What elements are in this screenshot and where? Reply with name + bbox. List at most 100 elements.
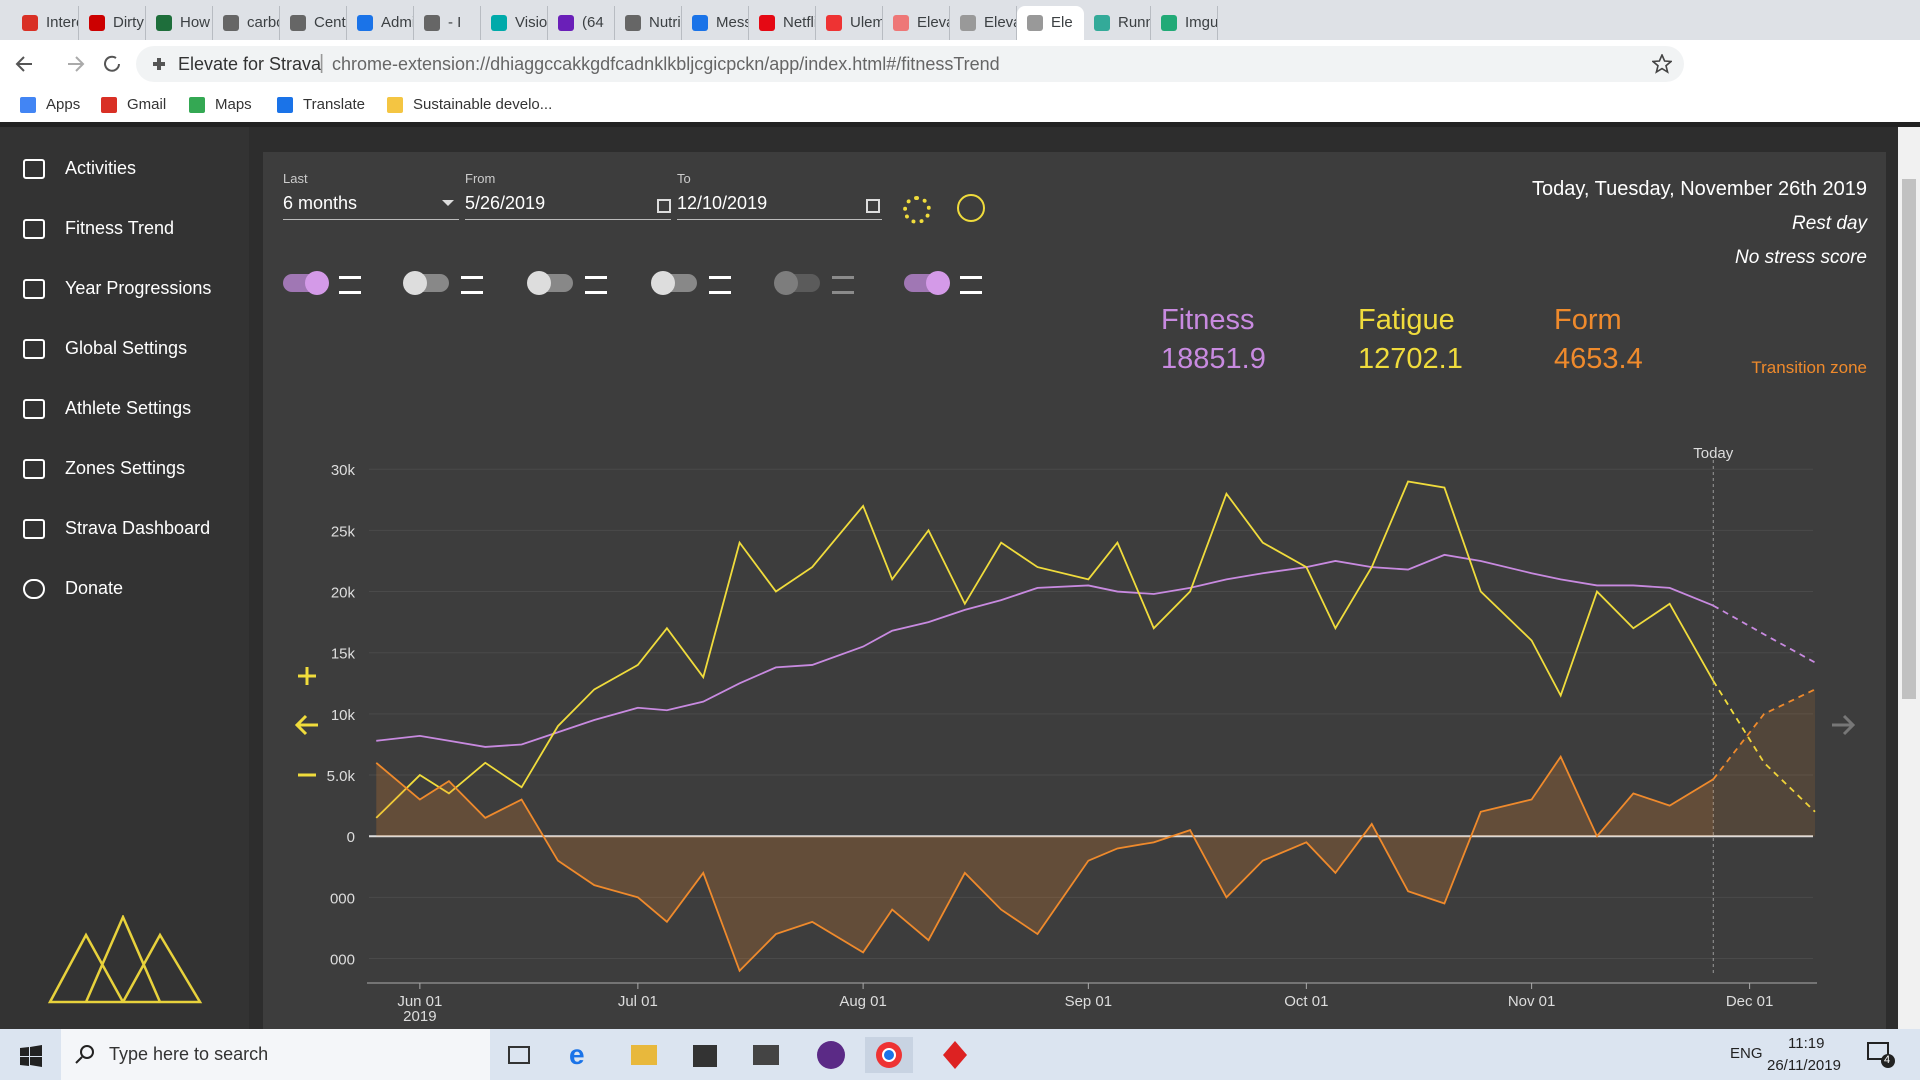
- nav-icon: [23, 279, 45, 299]
- series-line: [1712, 688, 1816, 780]
- clock-time[interactable]: 11:19: [1788, 1035, 1825, 1052]
- from-value[interactable]: 5/26/2019: [465, 193, 546, 213]
- toggle-icon: [585, 276, 607, 294]
- tab[interactable]: (64 ur: [548, 6, 615, 40]
- x-tick-year: 2019: [403, 1008, 436, 1025]
- nav-item[interactable]: Athlete Settings: [65, 398, 192, 418]
- nav-icon: [23, 579, 45, 599]
- y-tick-label: 000: [330, 952, 355, 969]
- start-button[interactable]: [20, 1045, 42, 1067]
- x-tick-label: Oct 01: [1284, 993, 1328, 1010]
- tab[interactable]: Imgur: [1151, 6, 1218, 40]
- nav-item[interactable]: Strava Dashboard: [65, 518, 211, 538]
- tab-icon: [759, 15, 775, 31]
- tab[interactable]: Ulemi: [816, 6, 883, 40]
- today-label: Today: [1693, 445, 1734, 462]
- search-box[interactable]: Type here to search: [61, 1029, 490, 1080]
- bookmark-icon: [20, 97, 36, 113]
- tab[interactable]: Admin: [347, 6, 414, 40]
- to-underline: [677, 219, 882, 220]
- notification-icon[interactable]: [1866, 1041, 1896, 1069]
- scroll-thumb[interactable]: [1902, 179, 1916, 699]
- toggle[interactable]: [651, 271, 697, 295]
- omnibox[interactable]: Elevate for Strava | chrome-extension://…: [136, 46, 1684, 82]
- settings-icon[interactable]: [903, 196, 931, 224]
- clock-date[interactable]: 26/11/2019: [1767, 1057, 1841, 1074]
- bookmark[interactable]: Maps: [189, 94, 252, 116]
- taskbar-apps[interactable]: e: [505, 1037, 975, 1073]
- to-label: To: [677, 171, 691, 186]
- tab[interactable]: Nutri:: [615, 6, 682, 40]
- day-date: Today, Tuesday, November 26th 2019: [1531, 178, 1867, 200]
- bookmark-star[interactable]: [1652, 54, 1672, 74]
- tab[interactable]: Runni: [1084, 6, 1151, 40]
- last-value[interactable]: 6 months: [283, 193, 358, 213]
- nav-item[interactable]: Fitness Trend: [65, 218, 175, 238]
- bookmark[interactable]: Apps: [20, 94, 80, 116]
- tab[interactable]: Elevat: [950, 6, 1017, 40]
- bookmark-icon: [189, 97, 205, 113]
- toggle[interactable]: [527, 271, 573, 295]
- series-line: [376, 553, 1714, 748]
- calendar-icon[interactable]: [866, 199, 880, 213]
- help-icon[interactable]: [957, 194, 985, 222]
- calendar-icon[interactable]: [657, 199, 671, 213]
- tab-icon: [1094, 15, 1110, 31]
- toggle-knob: [403, 271, 427, 295]
- main-panel: [263, 152, 1886, 1029]
- nav-item[interactable]: Global Settings: [65, 338, 188, 358]
- summary-label: Fatigue: [1358, 304, 1455, 336]
- tab[interactable]: Vision: [481, 6, 548, 40]
- summary-label: Fitness: [1161, 304, 1255, 336]
- pan-right[interactable]: [1832, 714, 1856, 736]
- day-stress: No stress score: [1735, 247, 1867, 268]
- dropdown-arrow: [442, 200, 454, 206]
- tab[interactable]: - I tuo: [414, 6, 481, 40]
- nav-item[interactable]: Zones Settings: [65, 458, 186, 478]
- series-line: [1712, 604, 1816, 664]
- tab[interactable]: Elevat: [883, 6, 950, 40]
- y-tick-label: 20k: [331, 585, 356, 602]
- nav-icon: [23, 459, 45, 479]
- nav-item[interactable]: Donate: [65, 578, 124, 598]
- bookmark[interactable]: Gmail: [101, 94, 166, 116]
- nav-buttons[interactable]: [14, 52, 124, 76]
- language[interactable]: ENG: [1730, 1045, 1763, 1062]
- toggle[interactable]: [403, 271, 449, 295]
- day-activity: Rest day: [1792, 213, 1867, 234]
- tab[interactable]: Cente: [280, 6, 347, 40]
- bookmark[interactable]: Sustainable develo...: [387, 94, 552, 116]
- tab[interactable]: Messe: [682, 6, 749, 40]
- tab[interactable]: Dirty p: [79, 6, 146, 40]
- notification-count: 4: [1884, 1054, 1891, 1066]
- scrollbar[interactable]: [1898, 127, 1920, 1029]
- nav-item[interactable]: Activities: [65, 158, 137, 178]
- toggle-knob: [926, 271, 950, 295]
- pan-left[interactable]: [294, 714, 318, 736]
- tab[interactable]: carbo: [213, 6, 280, 40]
- nav-icon: [23, 159, 45, 179]
- x-tick-label: Aug 01: [839, 993, 887, 1010]
- y-tick-label: 5.0k: [327, 768, 356, 785]
- to-value[interactable]: 12/10/2019: [677, 193, 768, 213]
- tab[interactable]: Intere: [12, 6, 79, 40]
- toggle-knob: [527, 271, 551, 295]
- tab[interactable]: Netflix: [749, 6, 816, 40]
- nav-icon: [23, 219, 45, 239]
- tab-icon: [22, 15, 38, 31]
- toggle[interactable]: [774, 271, 820, 295]
- form-area: [376, 756, 1714, 971]
- nav-icon: [23, 519, 45, 539]
- y-tick-label: 10k: [331, 707, 356, 724]
- y-tick-label: 000: [330, 890, 355, 907]
- toggle[interactable]: [904, 271, 950, 295]
- tab[interactable]: Ele: [1017, 6, 1084, 40]
- nav-item[interactable]: Year Progressions: [65, 278, 212, 298]
- toggle[interactable]: [283, 271, 329, 295]
- bookmark[interactable]: Translate: [277, 94, 365, 116]
- toggle-icon: [709, 276, 731, 294]
- zoom-in[interactable]: [298, 667, 316, 685]
- toggle-icon: [832, 276, 854, 294]
- tab[interactable]: How w: [146, 6, 213, 40]
- zone-label: Transition zone: [1751, 358, 1867, 377]
